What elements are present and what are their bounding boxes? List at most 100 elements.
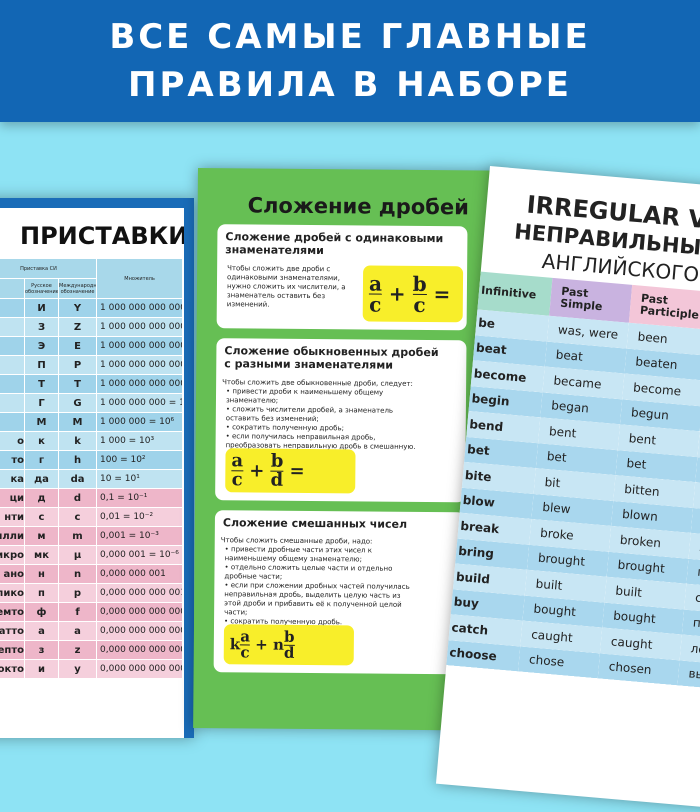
- prefix-name: [0, 318, 25, 337]
- prefix-multiplier: 0,01 = 10⁻²: [97, 508, 183, 527]
- prefix-multiplier: 0,001 = 10⁻³: [97, 527, 183, 546]
- prefix-multiplier: 1 000 000 000 000 000 000: [97, 337, 183, 356]
- prefix-multiplier: 1 000 000 000 000 000 000 000 000: [97, 299, 183, 318]
- prefix-ru: З: [25, 318, 59, 337]
- headline-line-1: ВСЕ САМЫЕ ГЛАВНЫЕ: [0, 13, 700, 61]
- prefix-ru: н: [25, 565, 59, 584]
- prefix-row: йоктоиy0,000 000 000 000 000 000 000 001: [0, 660, 183, 679]
- prefix-multiplier: 1 000 = 10³: [97, 432, 183, 451]
- prefix-ru: и: [25, 660, 59, 679]
- card-different-denominators: Сложение обыкновенных дробей с разными з…: [215, 338, 466, 502]
- prefix-ru: м: [25, 527, 59, 546]
- prefix-multiplier: 0,000 000 000 000 001: [97, 603, 183, 622]
- prefix-name: ци: [0, 489, 25, 508]
- prefix-intl: z: [59, 641, 97, 660]
- denominator: c: [240, 645, 249, 660]
- whole-part: n: [273, 636, 284, 654]
- prefix-row: зептозz0,000 000 000 000 000 000 001: [0, 641, 183, 660]
- prefix-intl: f: [59, 603, 97, 622]
- plus-sign: +: [389, 282, 406, 306]
- card-title: Сложение дробей с одинаковыми знаменател…: [217, 224, 467, 258]
- prefix-intl: d: [59, 489, 97, 508]
- prefix-row: ИY1 000 000 000 000 000 000 000 000: [0, 299, 183, 318]
- prefix-name: [0, 299, 25, 318]
- prefix-multiplier: 0,000 000 000 000 000 000 000 001: [97, 660, 183, 679]
- rule-list: привести дроби к наименьшему общему знам…: [222, 387, 419, 452]
- prefix-ru: г: [25, 451, 59, 470]
- verb-translation: выбирать, избирать: [677, 660, 700, 696]
- prefix-name: [0, 375, 25, 394]
- card-title: с разными знаменателями: [216, 357, 466, 372]
- whole-part: k: [230, 635, 241, 653]
- prefix-intl: μ: [59, 546, 97, 565]
- card-mixed-numbers: Сложение смешанных чисел Чтобы сложить с…: [214, 510, 465, 674]
- prefix-name: зепто: [0, 641, 25, 660]
- equals-sign: =: [289, 460, 304, 481]
- rule-list: привести дробные части этих чисел к наим…: [220, 545, 417, 628]
- prefix-row: ГG1 000 000 000 = 10⁹: [0, 394, 183, 413]
- denominator: d: [271, 471, 284, 489]
- rule-item: привести дробные части этих чисел к наим…: [225, 545, 417, 565]
- header-intl: Международное обозначение: [59, 279, 97, 299]
- prefix-multiplier: 1 000 000 000 000 000: [97, 356, 183, 375]
- header-name: [0, 279, 25, 299]
- prefix-ru: Г: [25, 394, 59, 413]
- equals-sign: =: [433, 282, 450, 306]
- denominator: c: [369, 294, 381, 314]
- prefix-name: атто: [0, 622, 25, 641]
- prefix-intl: Y: [59, 299, 97, 318]
- card-text: Чтобы сложить две дроби с одинаковыми зн…: [227, 264, 357, 310]
- numerator: b: [271, 452, 284, 471]
- prefix-name: [0, 394, 25, 413]
- headline-line-2: ПРАВИЛА В НАБОРЕ: [0, 61, 700, 109]
- prefix-multiplier: 100 = 10²: [97, 451, 183, 470]
- prefix-multiplier: 1 000 000 000 = 10⁹: [97, 394, 183, 413]
- prefix-multiplier: 1 000 000 000 000 000 000 000: [97, 318, 183, 337]
- prefix-ru: Т: [25, 375, 59, 394]
- card-body: Чтобы сложить две обыкновенные дроби, сл…: [222, 378, 419, 452]
- prefix-multiplier: 0,000 000 000 000 000 001: [97, 622, 183, 641]
- prefix-multiplier: 0,000 000 000 001: [97, 584, 183, 603]
- card-title: Сложение смешанных чисел: [215, 510, 465, 531]
- prefix-ru: П: [25, 356, 59, 375]
- prefix-name: то: [0, 451, 25, 470]
- prefix-multiplier: 0,000 000 001: [97, 565, 183, 584]
- prefix-row: икромкμ0,000 001 = 10⁻⁶: [0, 546, 183, 565]
- prefix-ru: мк: [25, 546, 59, 565]
- prefix-ru: Э: [25, 337, 59, 356]
- numerator: a: [369, 273, 382, 294]
- prefix-name: о: [0, 432, 25, 451]
- prefix-intl: y: [59, 660, 97, 679]
- prefix-multiplier: 0,000 000 000 000 000 000 001: [97, 641, 183, 660]
- rule-item: привести дроби к наименьшему общему знам…: [226, 387, 418, 407]
- prefix-name: ано: [0, 565, 25, 584]
- prefix-row: пикопp0,000 000 000 001: [0, 584, 183, 603]
- prefix-ru: с: [25, 508, 59, 527]
- prefix-multiplier: 1 000 000 = 10⁶: [97, 413, 183, 432]
- prefix-intl: Z: [59, 318, 97, 337]
- prefix-ru: п: [25, 584, 59, 603]
- prefix-row: ПP1 000 000 000 000 000: [0, 356, 183, 375]
- prefix-intl: k: [59, 432, 97, 451]
- prefix-row: ЭE1 000 000 000 000 000 000: [0, 337, 183, 356]
- prefix-intl: p: [59, 584, 97, 603]
- prefix-row: ЗZ1 000 000 000 000 000 000 000: [0, 318, 183, 337]
- prefix-row: иллимm0,001 = 10⁻³: [0, 527, 183, 546]
- prefix-ru: з: [25, 641, 59, 660]
- plus-sign: +: [249, 460, 264, 481]
- prefix-row: фемтофf0,000 000 000 000 001: [0, 603, 183, 622]
- prefix-intl: a: [59, 622, 97, 641]
- prefix-name: [0, 337, 25, 356]
- prefix-name: [0, 413, 25, 432]
- prefix-ru: ф: [25, 603, 59, 622]
- header-multiplier: Множитель: [97, 259, 183, 299]
